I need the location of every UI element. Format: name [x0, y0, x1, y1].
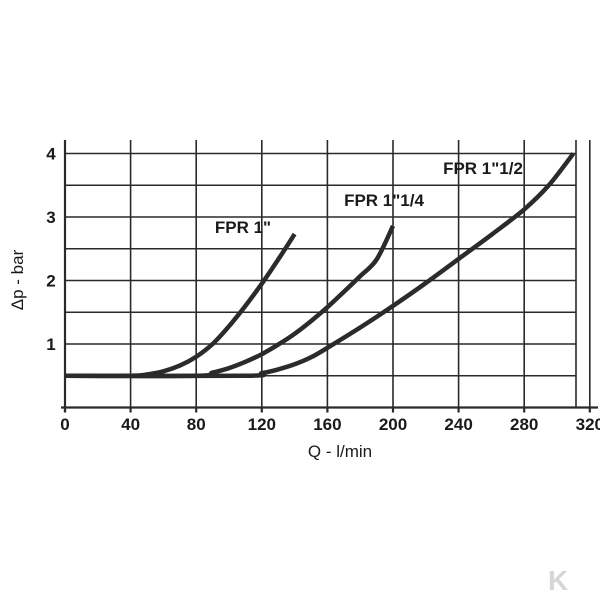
x-tick-label: 240	[444, 415, 472, 434]
x-tick-label: 80	[187, 415, 206, 434]
x-tick-label: 120	[248, 415, 276, 434]
x-tick-label: 280	[510, 415, 538, 434]
series-lines	[64, 152, 576, 379]
y-axis-title: Δp - bar	[8, 249, 27, 310]
series-label-1: FPR 1"	[215, 218, 271, 237]
x-tick-label: 320	[576, 415, 600, 434]
watermark-logo: K	[548, 565, 568, 596]
x-tick-labels: 0 40 80 120 160 200 240 280 320	[60, 415, 600, 434]
x-tick-label: 160	[313, 415, 341, 434]
series-label-2: FPR 1"1/4	[344, 191, 424, 210]
grid	[65, 140, 591, 408]
x-axis-title: Q - l/min	[308, 442, 372, 461]
x-tick-label: 200	[379, 415, 407, 434]
x-tick-label: 40	[121, 415, 140, 434]
x-tick-label: 0	[60, 415, 69, 434]
y-tick-label: 4	[46, 145, 56, 164]
y-tick-label: 3	[46, 208, 55, 227]
series-label-3: FPR 1"1/2	[443, 159, 523, 178]
series-line-2	[64, 224, 396, 379]
series-labels: FPR 1" FPR 1"1/4 FPR 1"1/2	[215, 159, 523, 237]
watermark-letter: K	[548, 565, 568, 596]
y-tick-label: 2	[46, 272, 55, 291]
axes	[61, 140, 598, 413]
y-tick-label: 1	[46, 335, 55, 354]
series-line-3	[64, 152, 576, 379]
y-tick-labels: 1 2 3 4	[46, 145, 56, 355]
